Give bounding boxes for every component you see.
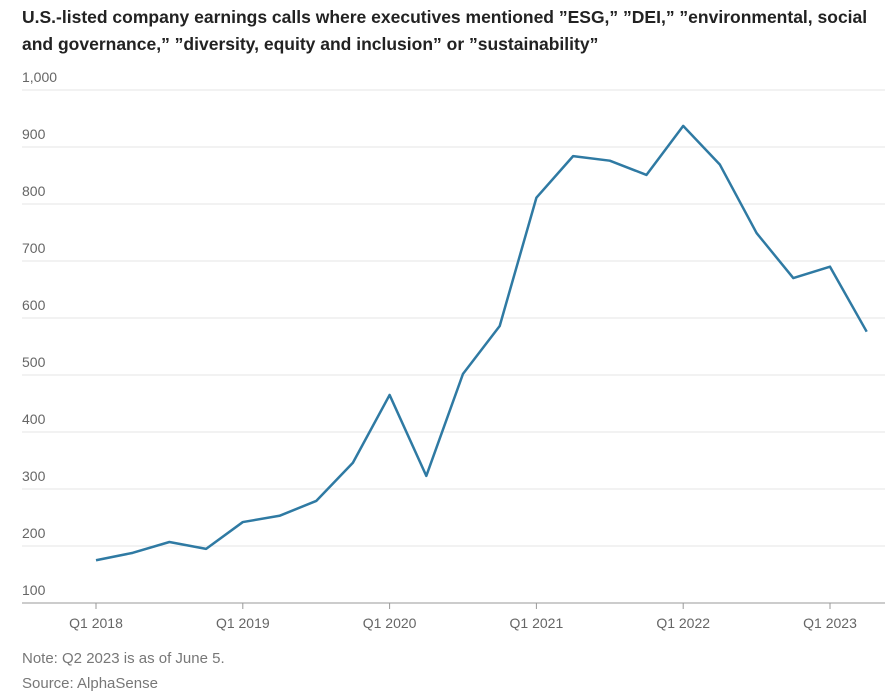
y-tick-label: 700 <box>22 240 46 256</box>
y-tick-label: 900 <box>22 126 46 142</box>
source: Source: AlphaSense <box>22 675 158 692</box>
y-tick-label: 1,000 <box>22 69 57 85</box>
y-tick-label: 300 <box>22 468 46 484</box>
x-tick-label: Q1 2019 <box>216 615 270 631</box>
chart-title: U.S.-listed company earnings calls where… <box>22 7 868 54</box>
y-tick-label: 600 <box>22 297 46 313</box>
x-tick-label: Q1 2023 <box>803 615 857 631</box>
y-tick-label: 500 <box>22 354 46 370</box>
x-tick-label: Q1 2020 <box>363 615 417 631</box>
y-tick-label: 100 <box>22 582 46 598</box>
y-tick-label: 400 <box>22 411 46 427</box>
x-tick-label: Q1 2021 <box>510 615 564 631</box>
x-tick-label: Q1 2018 <box>69 615 123 631</box>
y-tick-label: 200 <box>22 525 46 541</box>
x-tick-label: Q1 2022 <box>656 615 710 631</box>
y-tick-label: 800 <box>22 183 46 199</box>
data-line <box>95 124 868 562</box>
note: Note: Q2 2023 is as of June 5. <box>22 650 225 667</box>
